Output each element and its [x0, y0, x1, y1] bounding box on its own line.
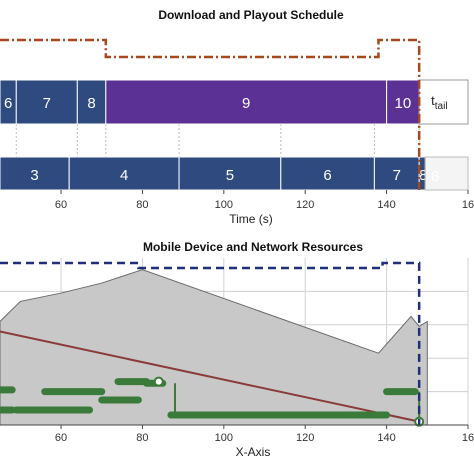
playout-segment — [178, 156, 282, 191]
chart-2-x-tick-label: 60 — [55, 432, 67, 444]
chart-2-x-tick-label: 100 — [215, 432, 233, 444]
chart-2-title: Mobile Device and Network Resources — [143, 240, 363, 254]
chart-1-title: Download and Playout Schedule — [158, 8, 344, 22]
download-segment — [76, 79, 107, 125]
chart-1-x-tick-label: 100 — [215, 199, 233, 211]
chart-2-x-tick-label: 16 — [462, 432, 474, 444]
chart-2-x-tick-label: 140 — [377, 432, 395, 444]
chart-1-x-axis-label: Time (s) — [229, 212, 273, 226]
trend-line — [0, 330, 420, 423]
download-tail-label: ttail — [431, 93, 447, 112]
playout-segment-label: 8 — [419, 167, 427, 184]
chart-2-x-tick-label: 120 — [296, 432, 314, 444]
playout-segment — [373, 156, 420, 191]
playout-segment-label: 6 — [323, 167, 331, 184]
download-segment-label: 8 — [87, 95, 95, 112]
playout-segment — [0, 156, 70, 191]
playout-segment — [68, 156, 180, 191]
download-segment — [15, 79, 78, 125]
download-segment — [105, 79, 388, 125]
playout-segment-label: 4 — [120, 167, 128, 184]
download-segment-label: 6 — [4, 95, 12, 112]
download-segment-label: 7 — [43, 95, 51, 112]
playout-segment-faded — [424, 156, 469, 191]
chart-1-x-tick-label: 16 — [462, 199, 474, 211]
resource-marker — [153, 376, 164, 387]
resource-area — [0, 269, 428, 426]
playout-segment-label: 3 — [30, 167, 38, 184]
chart-1-x-tick-label: 140 — [377, 199, 395, 211]
chart-1-x-tick-label: 60 — [55, 199, 67, 211]
schedule-line — [0, 38, 421, 190]
chart-2-x-axis-label: X-Axis — [236, 445, 271, 459]
dashed-limit-line — [0, 261, 421, 425]
chart-1-x-tick-label: 80 — [136, 199, 148, 211]
playout-segment-label: 7 — [393, 167, 401, 184]
download-segment-label: 10 — [395, 95, 412, 112]
chart-2-x-tick-label: 80 — [136, 432, 148, 444]
playout-segment-label: 5 — [226, 167, 234, 184]
chart-1-x-tick-label: 120 — [296, 199, 314, 211]
playout-segment-label: 8 — [431, 168, 439, 185]
download-segment-label: 9 — [242, 95, 250, 112]
